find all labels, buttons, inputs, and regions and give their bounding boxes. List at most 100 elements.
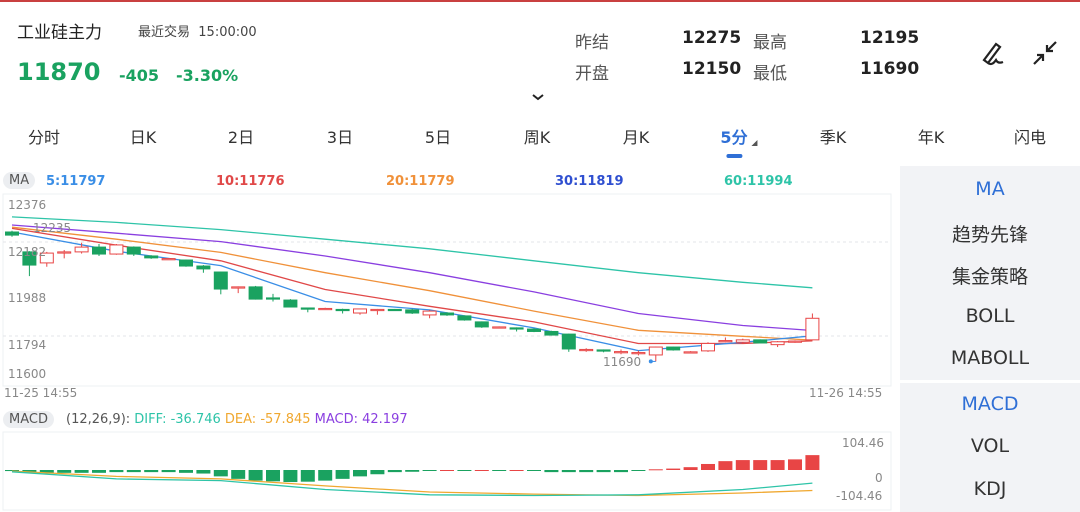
macd-bar-down bbox=[144, 470, 159, 473]
candle-up bbox=[735, 339, 750, 343]
macd-bar-up bbox=[718, 461, 733, 470]
indicator-kdj[interactable]: KDJ bbox=[973, 478, 1007, 500]
macd-bar-down bbox=[266, 470, 280, 482]
stat-label: 最高 bbox=[753, 33, 787, 53]
last-trade-label: 最近交易 bbox=[138, 25, 191, 40]
tab-0[interactable]: 分时 bbox=[28, 124, 60, 148]
candle-down bbox=[440, 312, 454, 316]
macd-bar-down bbox=[196, 470, 211, 474]
macd-bar-down bbox=[283, 470, 298, 483]
low-marker-label: 11690 bbox=[603, 355, 642, 369]
indicator-boll[interactable]: BOLL bbox=[965, 305, 1015, 327]
tab-label: 5分 bbox=[720, 128, 748, 147]
candle-down bbox=[283, 299, 298, 308]
tab-1[interactable]: 日K bbox=[130, 124, 157, 148]
macd-bar-down bbox=[161, 470, 176, 473]
macd-y-tick: 0 bbox=[875, 471, 883, 485]
tab-4[interactable]: 5日 bbox=[425, 124, 451, 148]
indicator-macd[interactable]: MACD bbox=[961, 393, 1019, 415]
candle-down bbox=[561, 333, 576, 350]
tab-6[interactable]: 月K bbox=[623, 124, 650, 148]
tab-label: 闪电 bbox=[1013, 128, 1047, 147]
kline-chart[interactable] bbox=[0, 0, 900, 512]
candle-up bbox=[788, 340, 802, 343]
candle-up bbox=[161, 258, 176, 261]
candle-up bbox=[422, 310, 437, 316]
tab-label: 分时 bbox=[27, 128, 61, 147]
indicator-ma[interactable]: MA bbox=[975, 178, 1005, 200]
tab-9[interactable]: 年K bbox=[918, 124, 945, 148]
candle-down bbox=[266, 297, 280, 300]
tab-label: 季K bbox=[819, 128, 847, 147]
tab-label: 年K bbox=[917, 128, 945, 147]
tab-8[interactable]: 季K bbox=[820, 124, 847, 148]
candle-up bbox=[39, 252, 54, 264]
tab-label: 5日 bbox=[424, 128, 452, 147]
macd-bar-down bbox=[527, 470, 541, 471]
stat-label: 开盘 bbox=[575, 64, 609, 84]
last-trade-time: 15:00:00 bbox=[198, 25, 257, 40]
dropdown-triangle-icon[interactable] bbox=[751, 140, 758, 146]
macd-bar-down bbox=[422, 470, 437, 471]
candle-down bbox=[335, 308, 350, 312]
candle-down bbox=[22, 251, 37, 266]
macd-bar-down bbox=[39, 470, 54, 473]
macd-bar-down bbox=[213, 470, 228, 477]
macd-bar-down bbox=[492, 470, 507, 471]
macd-bar-up bbox=[701, 463, 715, 470]
sidebar-divider bbox=[900, 380, 1080, 383]
stat-value: 11690 bbox=[860, 59, 920, 79]
indicator-strategy[interactable]: 集金策略 bbox=[951, 266, 1028, 288]
candle-down bbox=[405, 309, 420, 314]
y-tick: 11794 bbox=[8, 338, 47, 352]
tab-7[interactable]: 5分 bbox=[720, 124, 758, 158]
chevron-down-icon[interactable] bbox=[530, 92, 546, 102]
candle-up bbox=[74, 246, 89, 253]
macd-bar-down bbox=[405, 470, 420, 472]
macd-bar-up bbox=[666, 468, 681, 470]
x-start-label: 11-25 14:55 bbox=[4, 386, 78, 400]
high-marker-label: 12235 bbox=[33, 221, 72, 235]
candle-up bbox=[109, 244, 124, 255]
candle-down bbox=[300, 307, 315, 310]
y-tick: 11600 bbox=[8, 367, 47, 381]
macd-bar-down bbox=[300, 470, 315, 482]
tab-10[interactable]: 闪电 bbox=[1014, 124, 1046, 148]
candle-up bbox=[318, 307, 333, 311]
tab-label: 2日 bbox=[227, 128, 255, 147]
tab-3[interactable]: 3日 bbox=[327, 124, 353, 148]
stat-value: 12195 bbox=[860, 28, 920, 48]
macd-bar-down bbox=[335, 470, 350, 479]
y-tick: 12182 bbox=[8, 245, 47, 259]
x-end-label: 11-26 14:55 bbox=[809, 386, 883, 400]
collapse-icon[interactable] bbox=[1030, 38, 1060, 68]
stat-label: 昨结 bbox=[575, 33, 609, 53]
ma-badge[interactable]: MA bbox=[3, 172, 36, 189]
indicator-trend[interactable]: 趋势先锋 bbox=[951, 224, 1028, 246]
indicator-vol[interactable]: VOL bbox=[970, 435, 1010, 457]
macd-bar-down bbox=[318, 470, 333, 481]
macd-bar-down bbox=[370, 470, 385, 475]
macd-badge[interactable]: MACD bbox=[3, 411, 54, 428]
candle-down bbox=[527, 328, 541, 332]
tab-2[interactable]: 2日 bbox=[228, 124, 254, 148]
candle-down bbox=[753, 339, 768, 344]
macd-value-legend: MACD: 42.197 bbox=[314, 412, 408, 427]
macd-legend: (12,26,9): DIFF: -36.746 DEA: -57.845 MA… bbox=[66, 412, 408, 427]
macd-panel-border bbox=[2, 431, 892, 511]
candle-up bbox=[805, 317, 820, 341]
candle-down bbox=[544, 330, 559, 336]
macd-bar-up bbox=[474, 470, 489, 471]
candle-down bbox=[213, 271, 228, 290]
ma5-legend: 5:11797 bbox=[46, 174, 106, 189]
macd-bar-up bbox=[440, 470, 454, 471]
draw-icon[interactable] bbox=[978, 38, 1008, 68]
macd-bar-down bbox=[22, 470, 37, 473]
candle-up bbox=[353, 308, 367, 314]
indicator-maboll[interactable]: MABOLL bbox=[950, 347, 1030, 369]
candle-down bbox=[457, 315, 472, 321]
y-tick: 12376 bbox=[8, 198, 47, 212]
tab-5[interactable]: 周K bbox=[524, 124, 551, 148]
stat-label: 最低 bbox=[753, 64, 787, 84]
top-accent-line bbox=[0, 0, 1080, 2]
